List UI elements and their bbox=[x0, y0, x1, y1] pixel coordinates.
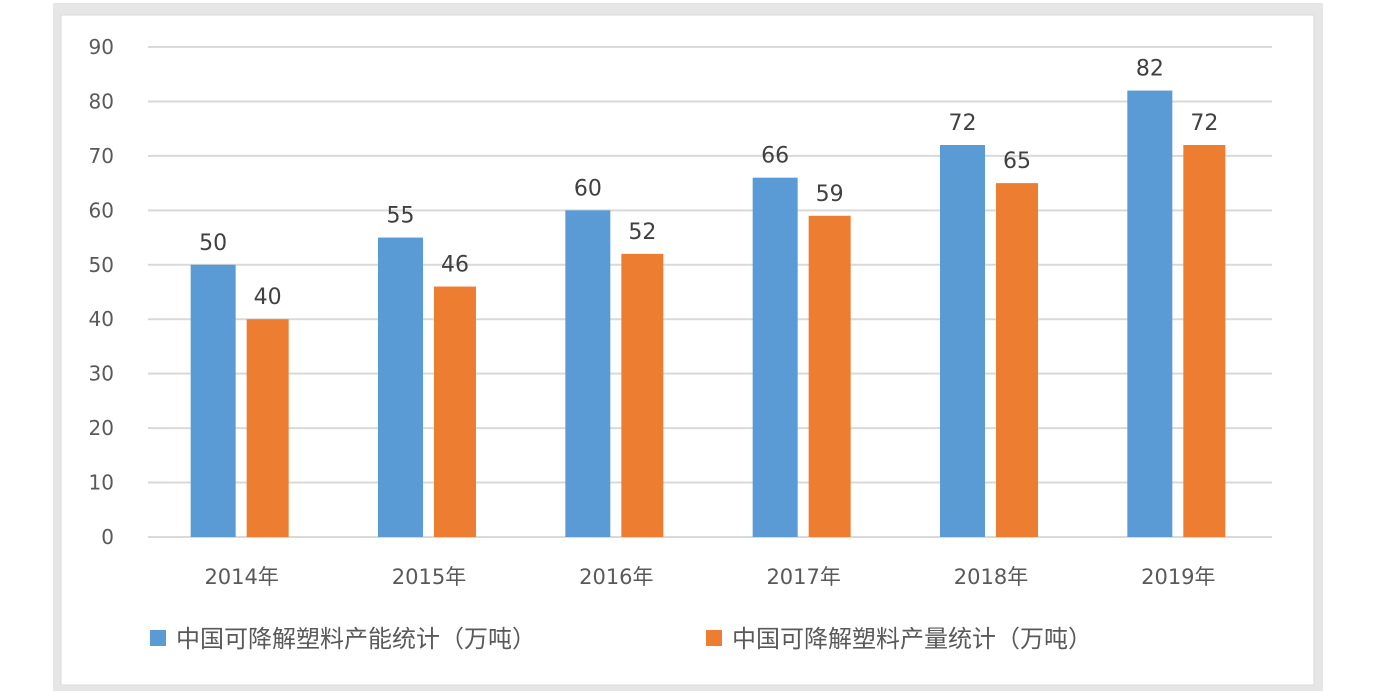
data-label: 65 bbox=[1003, 149, 1031, 174]
data-label: 82 bbox=[1136, 57, 1164, 82]
x-tick-label: 2019年 bbox=[1141, 565, 1215, 589]
y-tick-label: 10 bbox=[89, 471, 114, 495]
data-label: 40 bbox=[254, 285, 282, 310]
bar-capacity bbox=[565, 210, 611, 538]
data-label: 72 bbox=[1190, 111, 1218, 136]
legend-label: 中国可降解塑料产量统计（万吨） bbox=[732, 625, 1092, 653]
y-tick-label: 60 bbox=[89, 198, 114, 222]
bar-capacity bbox=[378, 237, 423, 538]
y-tick-label: 20 bbox=[89, 416, 114, 440]
data-label: 46 bbox=[441, 253, 469, 278]
data-label: 52 bbox=[628, 220, 656, 245]
y-tick-label: 0 bbox=[101, 525, 114, 549]
y-tick-label: 90 bbox=[89, 35, 114, 59]
y-tick-label: 30 bbox=[89, 362, 114, 386]
x-tick-label: 2016年 bbox=[579, 565, 653, 589]
bar-output bbox=[621, 253, 664, 537]
legend-swatch bbox=[150, 630, 166, 646]
y-tick-label: 80 bbox=[89, 89, 114, 113]
y-tick-label: 40 bbox=[89, 307, 114, 331]
legend-swatch bbox=[706, 630, 722, 646]
x-tick-label: 2015年 bbox=[392, 565, 466, 589]
bar-output bbox=[996, 183, 1038, 537]
x-tick-label: 2017年 bbox=[766, 565, 840, 589]
x-tick-label: 2014年 bbox=[204, 565, 278, 589]
legend-label: 中国可降解塑料产能统计（万吨） bbox=[176, 625, 536, 653]
bar-output bbox=[434, 286, 476, 537]
bar-output bbox=[808, 215, 851, 537]
data-label: 66 bbox=[761, 144, 789, 169]
data-label: 55 bbox=[387, 204, 415, 229]
data-label: 60 bbox=[574, 176, 602, 201]
y-tick-label: 70 bbox=[89, 144, 114, 168]
data-label: 59 bbox=[816, 182, 844, 207]
y-tick-label: 50 bbox=[89, 253, 114, 277]
data-label: 50 bbox=[199, 231, 227, 256]
bar-output bbox=[1183, 145, 1226, 537]
bar-capacity bbox=[1127, 90, 1173, 538]
bar-capacity bbox=[190, 264, 236, 537]
bar-capacity bbox=[940, 145, 985, 537]
x-tick-label: 2018年 bbox=[954, 565, 1028, 589]
bar-output bbox=[246, 319, 289, 537]
bar-capacity bbox=[752, 177, 798, 537]
data-label: 72 bbox=[949, 111, 977, 136]
